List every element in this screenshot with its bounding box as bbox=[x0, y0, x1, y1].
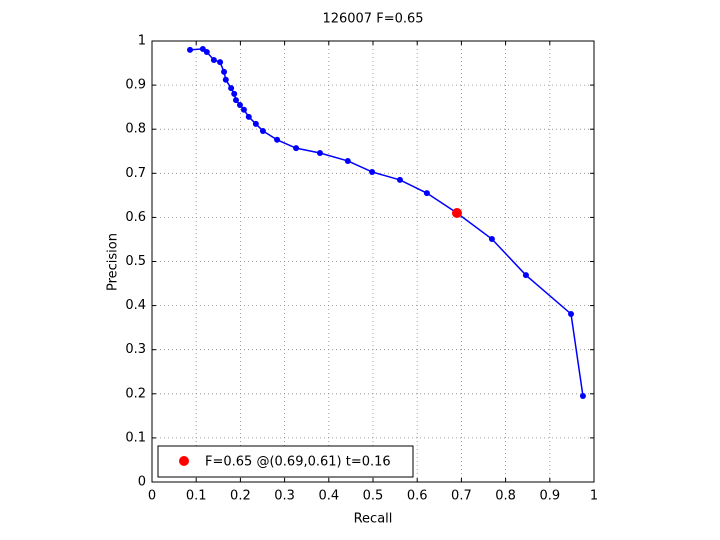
data-point bbox=[203, 49, 210, 56]
y-tick-label: 0.8 bbox=[125, 122, 146, 137]
data-point bbox=[231, 90, 238, 97]
x-tick-label: 1 bbox=[590, 489, 598, 504]
y-tick-label: 0.5 bbox=[125, 254, 146, 269]
data-point bbox=[217, 59, 224, 66]
data-point bbox=[451, 207, 462, 218]
data-point bbox=[396, 176, 403, 183]
x-tick-label: 0.2 bbox=[230, 489, 251, 504]
data-point bbox=[240, 106, 247, 113]
data-point bbox=[488, 236, 495, 243]
data-point bbox=[369, 168, 376, 175]
legend-label: F=0.65 @(0.69,0.61) t=0.16 bbox=[205, 455, 391, 470]
data-point bbox=[236, 101, 243, 108]
x-tick-label: 0 bbox=[148, 489, 156, 504]
data-point bbox=[568, 310, 575, 317]
y-tick-label: 0.4 bbox=[125, 298, 146, 313]
legend-box bbox=[157, 445, 414, 478]
data-point bbox=[344, 157, 351, 164]
x-tick-label: 0.9 bbox=[539, 489, 560, 504]
legend-marker bbox=[179, 456, 189, 466]
data-point bbox=[259, 127, 266, 134]
x-tick-label: 0.4 bbox=[318, 489, 339, 504]
x-tick-label: 0.5 bbox=[363, 489, 384, 504]
y-tick-label: 0.2 bbox=[125, 386, 146, 401]
data-point bbox=[293, 145, 300, 152]
data-point bbox=[228, 85, 235, 92]
data-point bbox=[423, 190, 430, 197]
y-tick-label: 0.9 bbox=[125, 78, 146, 93]
data-point bbox=[579, 393, 586, 400]
y-tick-label: 1 bbox=[138, 34, 146, 49]
y-tick-label: 0 bbox=[138, 475, 146, 490]
data-point bbox=[316, 150, 323, 157]
y-tick-label: 0.7 bbox=[125, 166, 146, 181]
y-tick-label: 0.3 bbox=[125, 342, 146, 357]
x-axis-label: Recall bbox=[354, 512, 393, 527]
x-tick-label: 0.7 bbox=[451, 489, 472, 504]
data-point bbox=[274, 136, 281, 143]
x-tick-label: 0.3 bbox=[274, 489, 295, 504]
data-point bbox=[221, 68, 228, 75]
y-tick-label: 0.6 bbox=[125, 210, 146, 225]
y-tick-label: 0.1 bbox=[125, 430, 146, 445]
x-tick-label: 0.8 bbox=[495, 489, 516, 504]
data-point bbox=[222, 76, 229, 83]
x-tick-label: 0.6 bbox=[407, 489, 428, 504]
data-point bbox=[252, 120, 259, 127]
x-tick-label: 0.1 bbox=[186, 489, 207, 504]
data-point bbox=[187, 46, 194, 53]
chart-title: 126007 F=0.65 bbox=[322, 12, 423, 27]
axes-box bbox=[151, 40, 595, 483]
data-point bbox=[245, 113, 252, 120]
data-point bbox=[210, 56, 217, 63]
data-point bbox=[522, 272, 529, 279]
data-point bbox=[232, 97, 239, 104]
y-axis-label: Precision bbox=[106, 233, 121, 291]
